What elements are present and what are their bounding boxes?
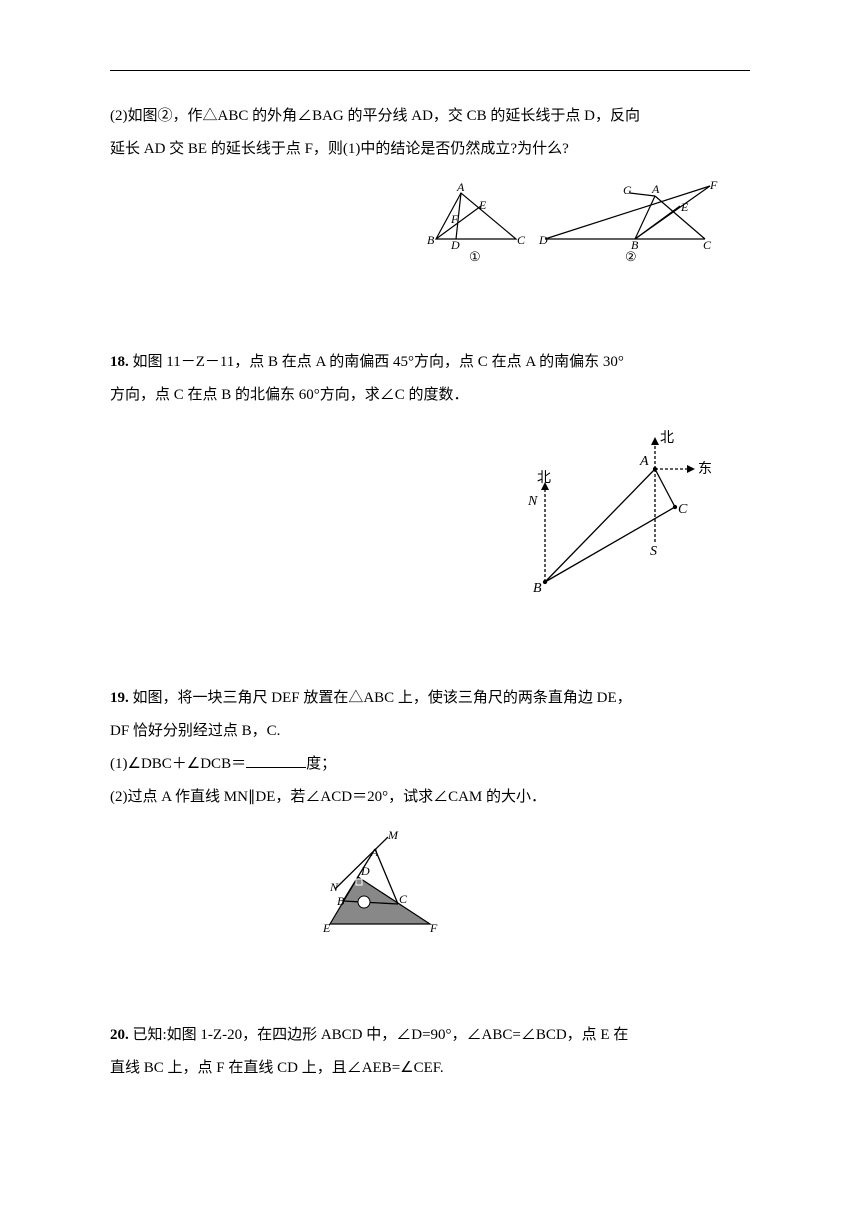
p18-num: 18. [110, 354, 129, 370]
header-rule [110, 70, 750, 71]
p19-line3-post: 度； [306, 756, 336, 772]
p18-figure-wrap: 北 东 北 A C B N S [110, 427, 750, 602]
problem-17-part2: (2)如图②，作△ABC 的外角∠BAG 的平分线 AD，交 CB 的延长线于点… [110, 100, 750, 266]
p19-figure-wrap: M A D N B C E F [10, 829, 750, 939]
svg-text:A: A [370, 845, 379, 859]
svg-text:东: 东 [698, 461, 712, 477]
p19-blank [246, 753, 306, 768]
svg-text:G: G [623, 183, 632, 197]
p19-line3-pre: (1)∠DBC＋∠DCB＝ [110, 756, 246, 772]
p17-line2: 延长 AD 交 BE 的延长线于点 F，则(1)中的结论是否仍然成立?为什么? [110, 133, 750, 166]
svg-text:北: 北 [660, 430, 674, 446]
svg-text:B: B [427, 233, 435, 247]
svg-text:F: F [429, 921, 438, 935]
svg-text:北: 北 [537, 470, 551, 486]
p19-figure: M A D N B C E F [310, 829, 450, 939]
p17-fig1-label: ① [469, 249, 481, 264]
svg-text:D: D [360, 864, 370, 878]
svg-text:C: C [678, 502, 688, 517]
p19-line1: 如图，将一块三角尺 DEF 放置在△ABC 上，使该三角尺的两条直角边 DE， [129, 690, 632, 706]
p19-line3: (1)∠DBC＋∠DCB＝ 度； [110, 748, 750, 781]
svg-text:F: F [709, 181, 718, 192]
p17-line1: (2)如图②，作△ABC 的外角∠BAG 的平分线 AD，交 CB 的延长线于点… [110, 100, 750, 133]
p20-line2: 直线 BC 上，点 F 在直线 CD 上，且∠AEB=∠CEF. [110, 1052, 750, 1085]
svg-text:S: S [650, 544, 657, 559]
p20-text: 20. 已知:如图 1-Z-20，在四边形 ABCD 中，∠D=90°，∠ABC… [110, 1019, 750, 1052]
svg-text:D: D [450, 238, 460, 252]
p18-line1: 如图 11－Z－11，点 B 在点 A 的南偏西 45°方向，点 C 在点 A … [129, 354, 624, 370]
svg-text:A: A [651, 182, 660, 196]
svg-text:E: E [680, 200, 689, 214]
page-content: (2)如图②，作△ABC 的外角∠BAG 的平分线 AD，交 CB 的延长线于点… [110, 100, 750, 1085]
svg-text:N: N [329, 880, 339, 894]
p17-fig2-label: ② [625, 249, 637, 264]
p17-figure-1: A B C D E F ① [421, 181, 531, 266]
svg-text:B: B [533, 581, 542, 596]
p19-num: 19. [110, 690, 129, 706]
svg-text:B: B [337, 894, 345, 908]
problem-19: 19. 如图，将一块三角尺 DEF 放置在△ABC 上，使该三角尺的两条直角边 … [110, 682, 750, 939]
problem-20: 20. 已知:如图 1-Z-20，在四边形 ABCD 中，∠D=90°，∠ABC… [110, 1019, 750, 1085]
p19-text: 19. 如图，将一块三角尺 DEF 放置在△ABC 上，使该三角尺的两条直角边 … [110, 682, 750, 715]
p19-line2: DF 恰好分别经过点 B，C. [110, 715, 750, 748]
svg-text:M: M [387, 829, 399, 842]
svg-text:F: F [450, 212, 459, 226]
svg-text:D: D [538, 233, 548, 247]
p20-num: 20. [110, 1027, 129, 1043]
svg-text:A: A [456, 181, 465, 194]
svg-text:N: N [527, 494, 538, 509]
p18-figure: 北 东 北 A C B N S [510, 427, 720, 602]
p17-figure-2: A G F E D B C ② [535, 181, 720, 266]
p20-line1: 已知:如图 1-Z-20，在四边形 ABCD 中，∠D=90°，∠ABC=∠BC… [129, 1027, 629, 1043]
svg-text:C: C [399, 892, 408, 906]
svg-text:C: C [517, 233, 526, 247]
svg-text:A: A [639, 454, 649, 469]
svg-text:C: C [703, 238, 712, 252]
svg-text:E: E [478, 198, 487, 212]
svg-text:E: E [322, 921, 331, 935]
p17-figures: A B C D E F ① [110, 181, 750, 266]
p18-line2: 方向，点 C 在点 B 的北偏东 60°方向，求∠C 的度数． [110, 379, 750, 412]
p18-text: 18. 如图 11－Z－11，点 B 在点 A 的南偏西 45°方向，点 C 在… [110, 346, 750, 379]
p19-line4: (2)过点 A 作直线 MN∥DE，若∠ACD＝20°，试求∠CAM 的大小． [110, 781, 750, 814]
problem-18: 18. 如图 11－Z－11，点 B 在点 A 的南偏西 45°方向，点 C 在… [110, 346, 750, 602]
